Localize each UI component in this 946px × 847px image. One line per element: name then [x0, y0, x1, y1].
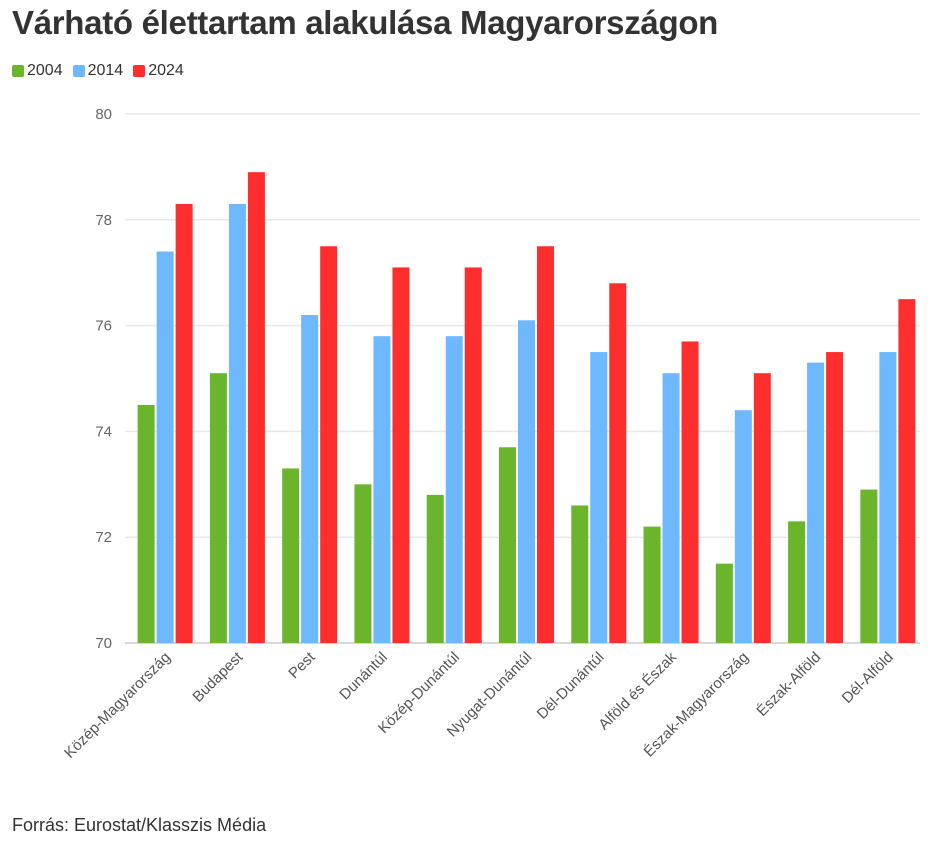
legend-swatch — [12, 65, 24, 77]
y-tick-label: 80 — [95, 106, 112, 123]
legend-item-2014[interactable]: 2014 — [72, 62, 124, 80]
bar-2024 — [898, 299, 916, 643]
legend-label: 2024 — [148, 62, 184, 79]
bar-2014 — [879, 352, 897, 643]
y-tick-label: 74 — [95, 423, 112, 440]
bar-2024 — [320, 246, 338, 643]
bar-2014 — [228, 203, 246, 643]
legend-label: 2014 — [87, 62, 124, 79]
x-tick-label: Közép-Magyarország — [61, 649, 174, 762]
chart-title: Várható élettartam alakulása Magyarorszá… — [12, 4, 719, 41]
bar-2014 — [734, 410, 752, 643]
bar-2024 — [392, 267, 410, 643]
x-tick-label: Dél-Dunántúl — [534, 649, 608, 723]
bar-2024 — [753, 373, 771, 643]
y-tick-label: 78 — [95, 212, 112, 229]
x-tick-label: Budapest — [189, 648, 246, 705]
legend-swatch — [133, 65, 146, 77]
bar-2024 — [681, 341, 699, 643]
bar-2014 — [156, 251, 174, 644]
bar-2014 — [301, 315, 319, 643]
legend-label: 2004 — [27, 62, 63, 79]
legend-item-2024[interactable]: 2024 — [133, 62, 184, 80]
y-tick-label: 70 — [95, 635, 112, 652]
bar-2004 — [860, 489, 878, 643]
y-tick-label: 72 — [95, 529, 112, 546]
bar-2014 — [518, 320, 535, 643]
x-tick-label: Dunántúl — [336, 649, 390, 703]
bar-2004 — [499, 447, 516, 643]
x-tick-label: Észak-Alföld — [753, 649, 824, 720]
bar-2014 — [807, 362, 825, 643]
bar-2024 — [537, 246, 554, 643]
bar-2024 — [464, 267, 482, 643]
source-note: Forrás: Eurostat/Klasszis Média — [12, 815, 267, 835]
bar-2004 — [354, 484, 372, 643]
bar-2024 — [247, 172, 265, 643]
x-tick-label: Pest — [285, 648, 319, 682]
bar-2004 — [788, 521, 806, 643]
bar-2004 — [137, 404, 155, 643]
legend-item-2004[interactable]: 2004 — [12, 62, 63, 80]
bar-2024 — [175, 203, 193, 643]
bar-2024 — [609, 283, 627, 643]
bar-2014 — [373, 336, 391, 643]
bar-2004 — [426, 494, 444, 643]
bar-2004 — [571, 505, 589, 643]
legend-swatch — [72, 65, 85, 77]
y-tick-label: 76 — [95, 318, 112, 335]
bar-2014 — [445, 336, 463, 643]
bar-2004 — [715, 563, 733, 643]
legend: 2004 2014 2024 — [12, 62, 184, 80]
bar-2004 — [209, 373, 227, 643]
bar-2014 — [590, 352, 608, 643]
x-tick-label: Dél-Alföld — [839, 649, 897, 707]
bar-2024 — [826, 352, 844, 643]
bar-2014 — [662, 373, 680, 643]
bar-2004 — [643, 526, 661, 643]
bar-2004 — [282, 468, 300, 643]
